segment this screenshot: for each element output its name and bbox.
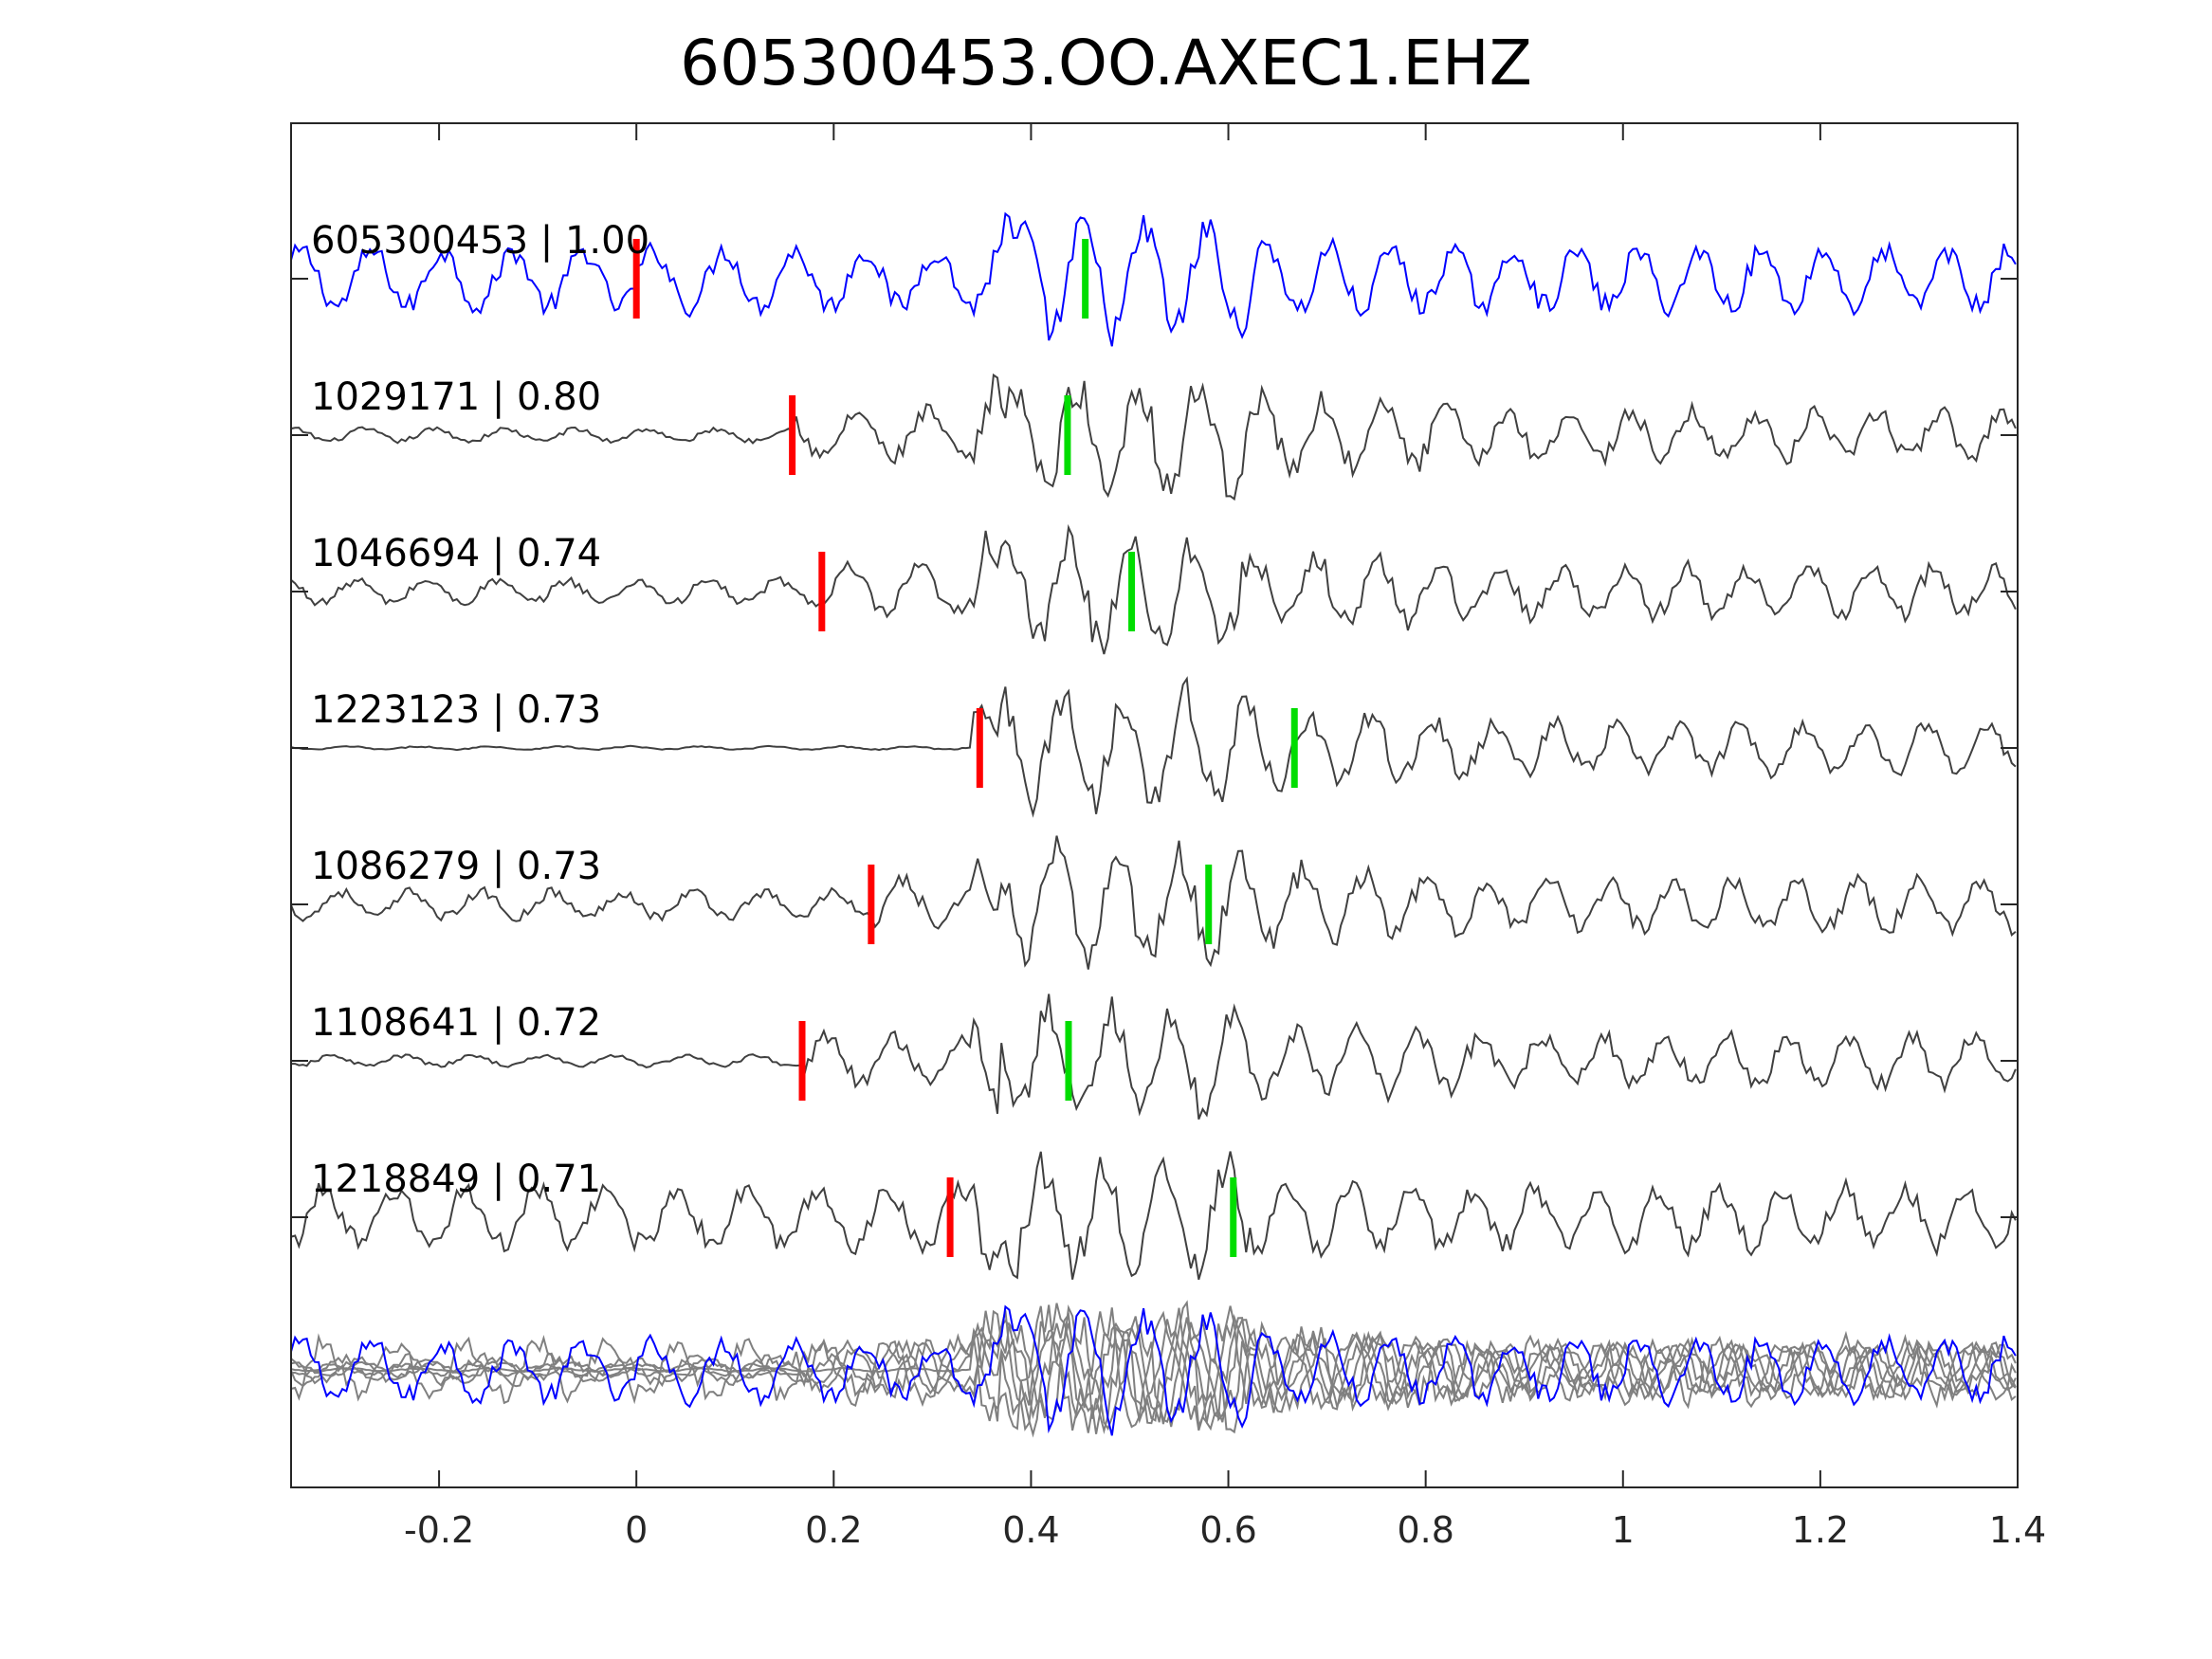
stack-trace-1108641 [291, 1304, 2017, 1428]
trace-label-1046694: 1046694 | 0.74 [311, 532, 601, 575]
x-tick-label: 1.2 [1792, 1509, 1849, 1551]
x-tick-label: 1 [1612, 1509, 1635, 1551]
trace-label-1029171: 1029171 | 0.80 [311, 375, 601, 419]
x-tick-label: 0.8 [1397, 1509, 1453, 1551]
x-tick-label: 0 [625, 1509, 648, 1551]
trace-label-1218849: 1218849 | 0.71 [311, 1158, 601, 1201]
x-tick-label: 1.4 [1989, 1509, 2046, 1551]
stack-trace-1218849 [290, 1305, 2017, 1431]
trace-label-605300453: 605300453 | 1.00 [311, 219, 649, 263]
trace-1218849 [290, 1151, 2017, 1280]
trace-1223123 [290, 676, 2017, 818]
trace-605300453 [290, 211, 2017, 347]
x-tick-label: 0.4 [1002, 1509, 1059, 1551]
x-tick-label: -0.2 [404, 1509, 474, 1551]
axes-frame [290, 122, 2019, 1488]
trace-label-1086279: 1086279 | 0.73 [311, 845, 601, 888]
trace-label-1223123: 1223123 | 0.73 [311, 688, 601, 732]
stack-trace-1046694 [290, 1304, 2017, 1435]
chart-title: 605300453.OO.AXEC1.EHZ [680, 27, 1532, 100]
trace-label-1108641: 1108641 | 0.72 [311, 1001, 601, 1045]
x-tick-label: 0.2 [805, 1509, 862, 1551]
stack-trace-605300453 [290, 1304, 2017, 1436]
stack-trace-1223123 [290, 1300, 2017, 1438]
x-tick-label: 0.6 [1199, 1509, 1256, 1551]
trace-1086279 [290, 835, 2017, 970]
trace-1046694 [290, 523, 2017, 655]
trace-1108641 [291, 994, 2017, 1120]
trace-1029171 [290, 373, 2017, 501]
